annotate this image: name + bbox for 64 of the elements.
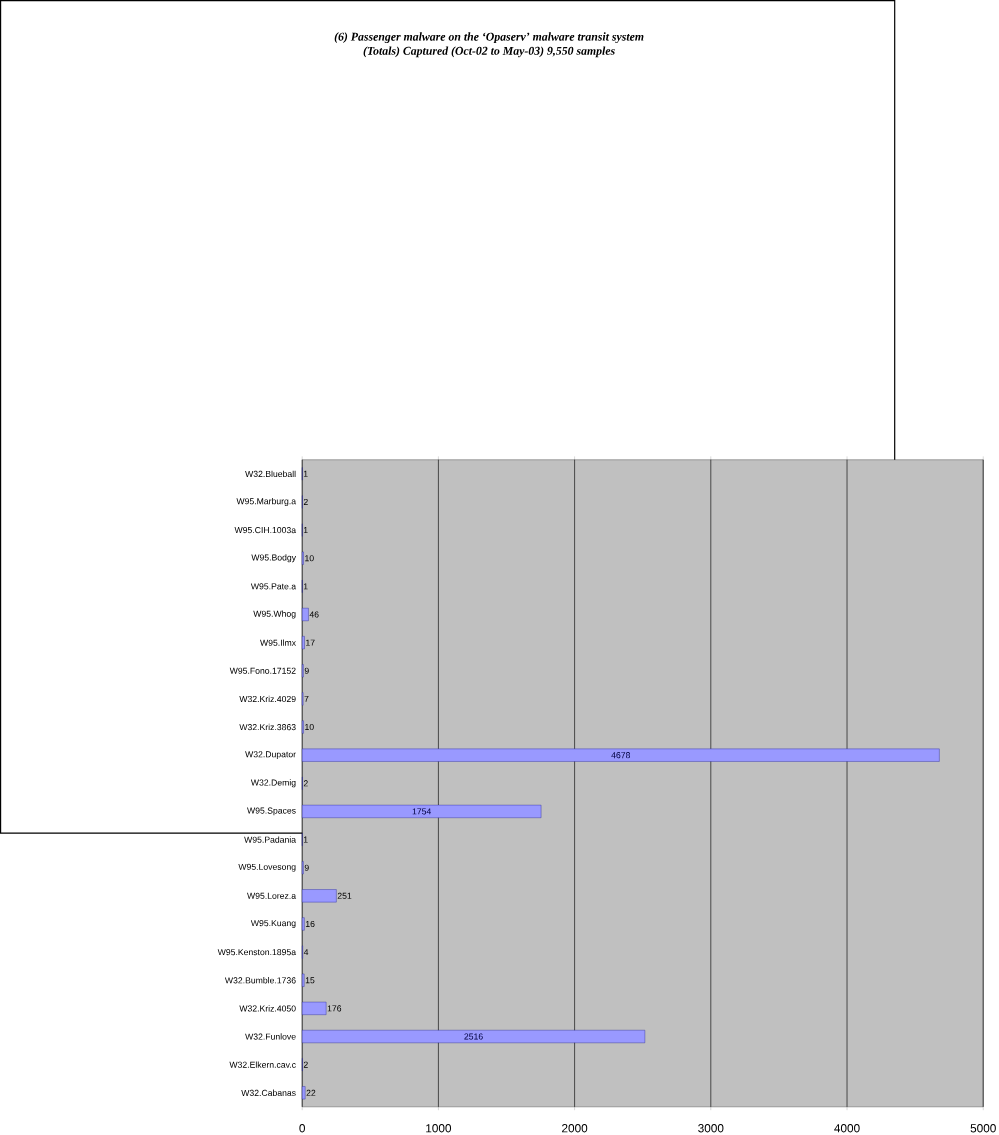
y-tick-label: W95.Lovesong: [238, 863, 296, 872]
chart-title: (6) Passenger malware on the ‘Opaserv’ malware transit system: [334, 32, 644, 44]
y-tick-label: W95.Fono.17152: [229, 667, 296, 674]
data-label: 4678: [611, 752, 631, 759]
data-label: 251: [337, 892, 352, 899]
y-tick-label: W32.Kriz.4050: [239, 1005, 296, 1012]
x-tick-label: 2000: [562, 1124, 588, 1133]
x-tick-label: 3000: [698, 1124, 724, 1133]
x-tick-label: 0: [299, 1124, 306, 1133]
bar: [302, 1030, 646, 1043]
y-tick-label: W95.CIH.1003a: [234, 527, 297, 534]
data-label: 1: [303, 836, 308, 843]
data-label: 15: [305, 977, 315, 984]
y-tick-label: W95.Padania: [244, 836, 297, 843]
bar: [302, 748, 940, 762]
y-tick-label: W32.Cabanas: [241, 1089, 296, 1096]
data-label: 22: [306, 1089, 316, 1096]
y-tick-label: W95.Pate.a: [250, 583, 297, 590]
data-label: 2: [303, 1061, 308, 1068]
x-tick-label: 1000: [426, 1124, 452, 1133]
bar: [302, 917, 305, 931]
y-tick-label: W95.Kenston.1895a: [217, 949, 297, 956]
data-label: 2516: [464, 1033, 483, 1040]
y-tick-label: W32.Dupator: [245, 751, 296, 760]
chart-subtitle: (Totals) Captured (Oct-02 to May-03) 9,550 samples: [363, 46, 615, 58]
y-tick-label: W95.Ilmx: [260, 639, 296, 646]
bar: [302, 1001, 327, 1015]
y-tick-label: W32.Demig: [250, 779, 296, 788]
bar: [302, 804, 542, 818]
data-label: 176: [327, 1005, 342, 1012]
bar: [302, 608, 309, 621]
data-label: 1754: [412, 808, 432, 815]
y-tick-label: W32.Kriz.3863: [239, 723, 296, 731]
data-label: 2: [303, 780, 308, 787]
x-tick-label: 4000: [834, 1124, 860, 1133]
data-label: 1: [303, 583, 308, 590]
y-tick-label: W32.Bumble.1736: [224, 977, 296, 984]
y-tick-label: W32.Blueball: [245, 470, 296, 477]
data-label: 2: [303, 498, 308, 505]
y-tick-label: W32.Elkern.cav.c: [229, 1061, 296, 1068]
y-tick-label: W95.Marburg.a: [236, 497, 297, 506]
data-label: 7: [304, 695, 309, 702]
data-label: 10: [305, 555, 314, 562]
y-tick-label: W95.Kuang: [250, 920, 296, 928]
data-label: 1: [303, 470, 308, 477]
bar: [302, 973, 305, 987]
y-tick-label: W95.Whog: [253, 610, 296, 619]
bar: [302, 889, 337, 903]
y-tick-label: W32.Kriz.4029: [239, 695, 296, 703]
data-label: 16: [305, 920, 315, 928]
data-label: 4: [303, 949, 309, 956]
data-label: 10: [305, 723, 314, 731]
y-tick-label: W32.Funlove: [245, 1033, 296, 1040]
data-label: 9: [304, 864, 309, 871]
data-label: 1: [303, 527, 308, 534]
data-label: 46: [309, 611, 319, 618]
y-tick-label: W95.Lorez.a: [247, 892, 297, 899]
data-label: 9: [304, 667, 309, 674]
bar: [302, 1086, 306, 1100]
y-tick-label: W95.Bodgy: [251, 554, 297, 563]
y-tick-label: W95.Spaces: [247, 807, 296, 816]
data-label: 17: [306, 639, 315, 646]
bar: [302, 636, 305, 650]
x-tick-label: 5000: [970, 1124, 996, 1133]
